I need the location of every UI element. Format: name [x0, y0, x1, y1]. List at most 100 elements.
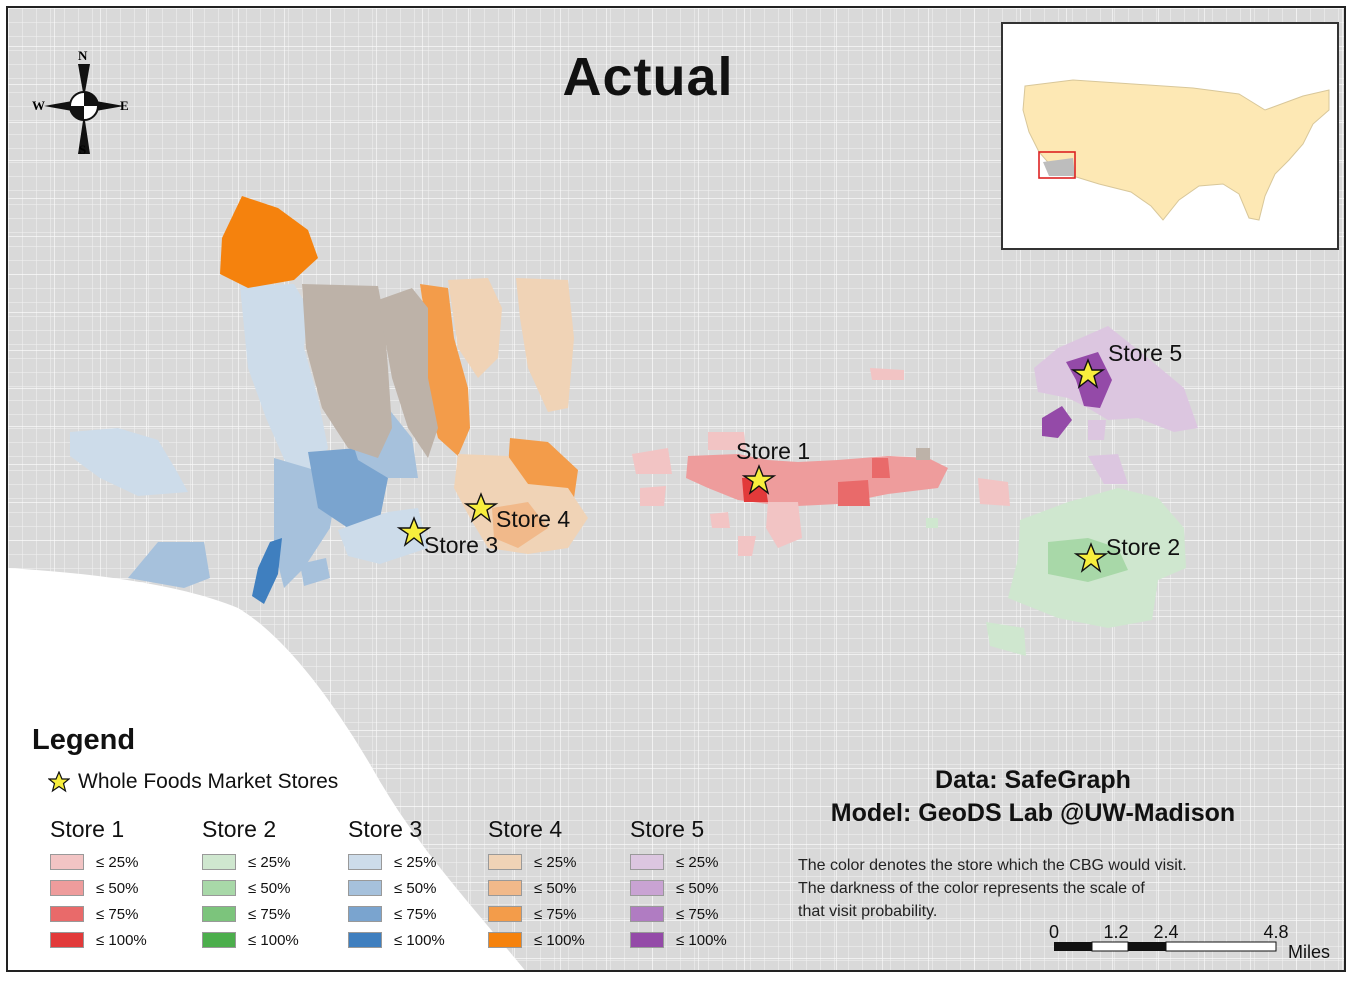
store4-label: Store 4 [496, 506, 571, 532]
swatch-store4-100 [488, 932, 522, 948]
note-line: The darkness of the color represents the… [798, 880, 1145, 897]
legend-group-title: Store 5 [630, 816, 705, 842]
store-markers [396, 358, 1109, 573]
store1-region [738, 536, 756, 556]
compass-n: N [78, 48, 88, 63]
neutral-region [378, 288, 438, 458]
note-line: that visit probability. [798, 903, 938, 920]
legend-group-store2: Store 2 ≤ 25% ≤ 50% ≤ 75% ≤ 100% [202, 816, 352, 953]
scale-bar [1054, 941, 1277, 952]
legend-group-title: Store 3 [348, 816, 423, 842]
swatch-store1-25 [50, 854, 84, 870]
swatch-store2-75 [202, 906, 236, 922]
store4-star-icon[interactable] [463, 492, 499, 523]
legend-item-label: ≤ 25% [96, 853, 139, 871]
store2-region [926, 518, 938, 528]
map-note: The color denotes the store which the CB… [798, 854, 1278, 923]
swatch-store1-100 [50, 932, 84, 948]
store1-region [632, 448, 672, 474]
legend-item-label: ≤ 75% [96, 905, 139, 923]
store1-region [872, 458, 890, 478]
compass-e: E [120, 98, 129, 113]
store3-region [252, 538, 282, 604]
swatch-store2-100 [202, 932, 236, 948]
legend-item-label: ≤ 50% [676, 879, 719, 897]
legend-item-label: ≤ 100% [534, 931, 585, 949]
compass-icon [44, 64, 124, 154]
swatch-store3-100 [348, 932, 382, 948]
store1-region [708, 432, 746, 450]
store4-regions [220, 196, 588, 554]
legend-item-label: ≤ 75% [676, 905, 719, 923]
store4-region [220, 196, 318, 288]
store1-region [838, 480, 870, 506]
map-title: Actual [562, 47, 734, 107]
swatch-store5-100 [630, 932, 664, 948]
compass-rose: N S E W [32, 48, 132, 164]
legend-star-row: Whole Foods Market Stores [48, 770, 338, 794]
legend-star-label: Whole Foods Market Stores [78, 770, 339, 793]
legend-group-title: Store 4 [488, 816, 563, 842]
store5-star-icon[interactable] [1070, 358, 1106, 389]
store3-region [240, 284, 328, 478]
legend-item-label: ≤ 50% [248, 879, 291, 897]
legend-item-label: ≤ 100% [248, 931, 299, 949]
credits: Data: SafeGraph Model: GeoDS Lab @UW-Mad… [798, 764, 1268, 830]
store1-region [916, 448, 930, 460]
store3-regions [70, 284, 428, 604]
store4-region [448, 278, 502, 378]
legend-item-label: ≤ 25% [248, 853, 291, 871]
swatch-store3-50 [348, 880, 382, 896]
legend-group-store1: Store 1 ≤ 25% ≤ 50% ≤ 75% ≤ 100% [50, 816, 200, 953]
legend-group-store3: Store 3 ≤ 25% ≤ 50% ≤ 75% ≤ 100% [348, 816, 498, 953]
store1-label: Store 1 [736, 438, 811, 464]
store1-region [640, 486, 666, 506]
swatch-store4-50 [488, 880, 522, 896]
scale-labels: 0 1.2 2.4 4.8 Miles [1048, 922, 1344, 970]
store2-star-icon[interactable] [1073, 542, 1109, 573]
credits-model: Model: GeoDS Lab @UW-Madison [830, 799, 1236, 827]
store3-region [70, 428, 188, 496]
swatch-store5-25 [630, 854, 664, 870]
swatch-store2-50 [202, 880, 236, 896]
store1-region [978, 478, 1010, 506]
store4-region [508, 438, 578, 498]
scale-tick: 4.8 [1263, 922, 1289, 942]
swatch-store1-50 [50, 880, 84, 896]
legend-item-label: ≤ 75% [534, 905, 577, 923]
legend-item-label: ≤ 50% [534, 879, 577, 897]
store3-region [128, 542, 210, 588]
store2-label: Store 2 [1106, 534, 1181, 560]
store4-region [516, 278, 574, 412]
star-icon [48, 771, 70, 793]
swatch-store4-25 [488, 854, 522, 870]
store1-region [710, 512, 730, 528]
store3-region [338, 508, 428, 564]
legend-item-label: ≤ 75% [248, 905, 291, 923]
scale-unit: Miles [1288, 942, 1331, 962]
compass-w: W [32, 98, 45, 113]
scale-tick: 0 [1048, 922, 1060, 942]
store5-region [1042, 406, 1072, 438]
store1-region [766, 502, 802, 548]
store3-neutral-regions [302, 284, 438, 458]
legend-item-label: ≤ 100% [394, 931, 445, 949]
swatch-store3-25 [348, 854, 382, 870]
store1-star-icon[interactable] [741, 464, 777, 495]
ocean [8, 568, 525, 970]
legend-item-label: ≤ 50% [96, 879, 139, 897]
swatch-store5-50 [630, 880, 664, 896]
legend-item-label: ≤ 100% [96, 931, 147, 949]
note-line: The color denotes the store which the CB… [798, 857, 1187, 874]
scale-tick: 1.2 [1103, 922, 1129, 942]
scale-tick: 2.4 [1153, 922, 1179, 942]
store3-region [300, 558, 330, 586]
swatch-store4-75 [488, 906, 522, 922]
swatch-store3-75 [348, 906, 382, 922]
store5-region [1088, 454, 1128, 484]
credits-data: Data: SafeGraph [935, 766, 1131, 794]
legend-group-store4: Store 4 ≤ 25% ≤ 50% ≤ 75% ≤ 100% [488, 816, 638, 953]
legend-item-label: ≤ 25% [394, 853, 437, 871]
legend-item-label: ≤ 50% [394, 879, 437, 897]
store3-star-icon[interactable] [396, 516, 432, 547]
